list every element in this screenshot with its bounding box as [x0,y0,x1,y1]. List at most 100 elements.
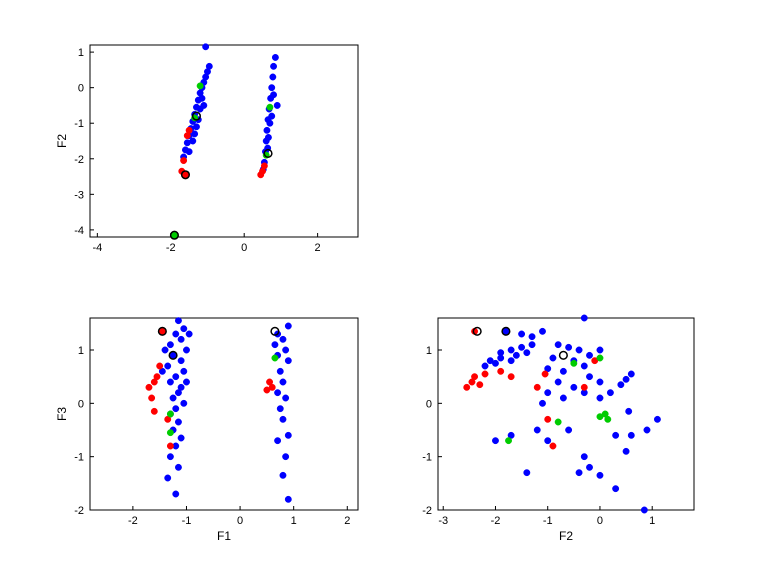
data-point [643,426,651,434]
data-point [617,381,625,389]
data-point [539,327,546,335]
highlighted-point [168,350,178,360]
axes-box [89,44,359,238]
data-point [586,373,593,381]
data-point [279,335,287,343]
data-point [191,130,199,138]
data-point [174,317,182,325]
data-point [640,506,648,514]
y-tick-label: -2 [74,505,84,517]
data-point [492,359,499,367]
data-point [596,394,604,402]
data-point [161,346,169,354]
scatter-panel-f1-f2: -4 -2 0 2 1 0 -1 -2 -3 -4 F2 [55,43,359,254]
data-point [505,437,512,445]
data-point [481,370,489,378]
data-point [172,330,180,338]
highlighted-point [270,326,280,336]
data-point [166,442,174,450]
data-point [185,330,193,338]
data-point [476,381,484,389]
highlighted-point [191,111,202,121]
x-tick-label: -2 [166,242,176,254]
data-point [271,341,279,349]
data-point [282,346,290,354]
y-tick-label: -1 [74,118,84,130]
data-point [169,394,177,402]
data-point [612,431,620,439]
data-point [580,453,588,461]
data-point [269,73,277,81]
data-point [570,359,578,367]
x-tick-label: 2 [344,515,350,527]
data-point [507,373,515,381]
data-point [653,415,661,423]
data-point [174,389,182,397]
data-point [554,341,562,349]
data-point [622,447,630,455]
data-point [263,386,271,394]
data-point [284,431,292,439]
data-point [150,378,158,386]
data-point [284,322,292,330]
highlighted-point [472,326,482,336]
y-tick-label: -1 [74,452,84,464]
data-point [156,362,164,370]
data-point [166,410,174,418]
x-tick-label: -2 [491,515,501,527]
data-point [528,333,536,341]
data-point [174,463,182,471]
scatter-panel-f1-f3: -2 -1 0 1 2 1 0 -1 -2 F1 F3 [55,317,359,543]
data-point [627,370,635,378]
y-tick-label: -1 [422,452,432,464]
data-point [150,407,158,415]
data-point [172,405,180,413]
axes-box [89,317,359,511]
data-point [596,378,604,386]
y-tick-label: 0 [78,83,84,95]
data-point [533,426,541,434]
y-tick-label: -4 [74,225,84,237]
data-point [471,373,479,381]
data-point [596,471,604,479]
data-point [481,362,489,370]
data-point [263,126,271,134]
data-point [554,378,562,386]
x-tick-label: 0 [237,515,243,527]
axes-box [437,317,695,511]
data-point [198,94,206,102]
x-tick-label: -4 [92,242,102,254]
data-point [282,394,290,402]
data-point [565,343,573,351]
data-point [518,330,526,338]
y-tick-label: 1 [78,345,84,357]
highlighted-point [180,170,191,180]
x-axis-label: F1 [217,529,231,543]
data-point [183,346,190,354]
data-point [196,82,204,90]
data-point [580,383,588,391]
data-point [174,418,182,426]
data-point [601,410,609,418]
y-axis-label: F2 [55,134,69,148]
data-point [512,351,520,359]
data-point [180,399,188,407]
data-point [185,148,193,156]
scatter-panel-f2-f3: -3 -2 -1 0 1 1 0 -1 -2 F2 [422,314,695,543]
data-point [268,112,276,120]
x-tick-label: 1 [291,515,297,527]
data-point [606,389,614,397]
data-point [200,101,208,109]
data-point [172,373,180,381]
data-point [164,474,172,482]
data-point [596,354,604,362]
data-point [570,383,578,391]
data-point [586,351,593,359]
data-point [559,367,567,375]
data-point [528,341,536,349]
data-point [166,429,174,437]
x-tick-label: -1 [543,515,553,527]
data-point [274,389,282,397]
highlighted-point [263,148,273,158]
data-point [260,162,268,170]
